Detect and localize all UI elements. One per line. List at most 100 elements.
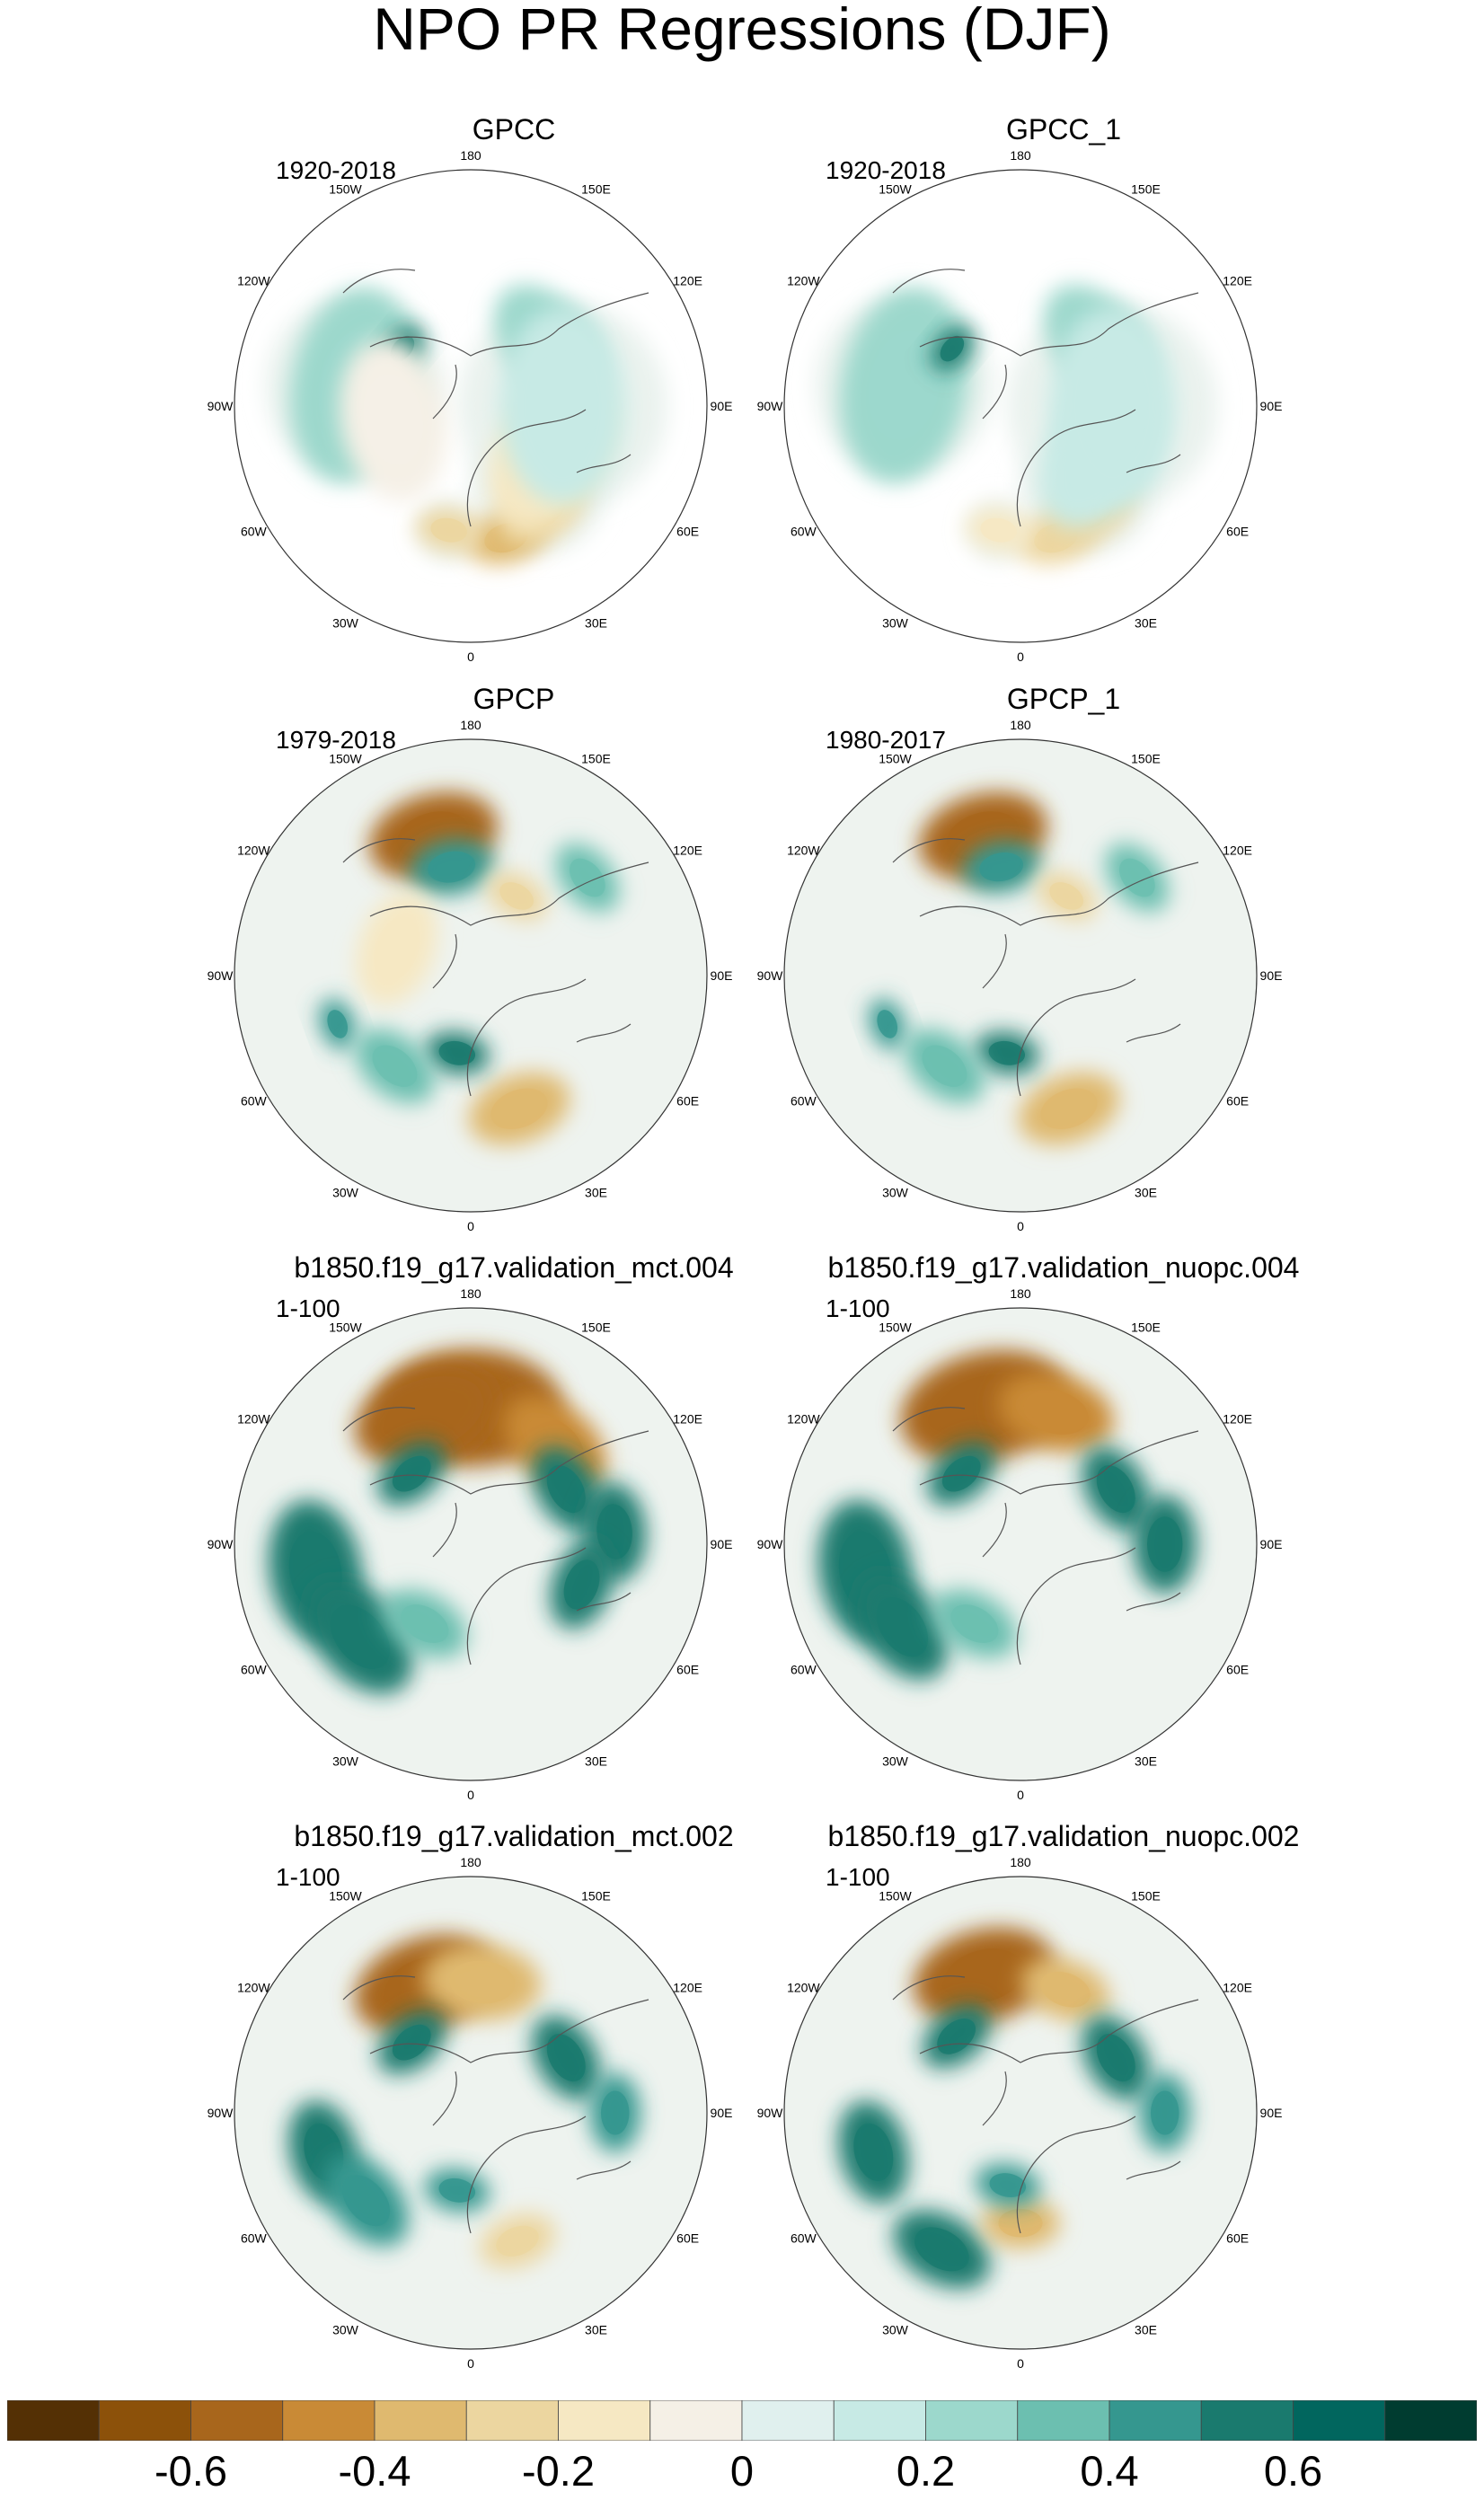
longitude-label: 90E xyxy=(711,399,733,413)
longitude-label: 150E xyxy=(581,1888,611,1903)
longitude-label: 90E xyxy=(1260,399,1283,413)
colorbar-swatch xyxy=(833,2400,926,2441)
anomaly-core xyxy=(392,2024,431,2061)
longitude-label: 90E xyxy=(711,1537,733,1551)
polar-map: 180 150E 120E 90E 60E 30E 0 30W 60W 90W 120W 150W xyxy=(757,1286,1283,1802)
longitude-label: 120E xyxy=(1223,1981,1252,1995)
longitude-label: 30E xyxy=(1135,2323,1157,2337)
anomaly-core xyxy=(438,2178,476,2203)
longitude-label: 120E xyxy=(673,1412,702,1427)
coastline xyxy=(892,838,1199,1097)
longitude-label: 120W xyxy=(237,274,270,288)
anomaly-core xyxy=(998,2208,1043,2238)
anomaly-core xyxy=(546,1465,586,1514)
longitude-label: 0 xyxy=(1017,1788,1024,1802)
anomaly-core xyxy=(499,882,534,910)
anomaly-core xyxy=(1049,882,1084,910)
colorbar-tick-label: 0.2 xyxy=(896,2447,956,2495)
panel-period: 1920-2018 xyxy=(826,156,946,184)
longitude-label: 180 xyxy=(1010,148,1031,163)
map-boundary xyxy=(783,169,1258,643)
longitude-label: 150W xyxy=(879,751,912,765)
colorbar-swatch xyxy=(558,2400,651,2441)
longitude-label: 60E xyxy=(676,525,699,539)
longitude-label: 90W xyxy=(208,1537,234,1551)
map-boundary xyxy=(234,1307,708,1781)
map-boundary xyxy=(783,1307,1258,1781)
map-panel: GPCP_1 180 150E 120E 90E 60E 30E 0 30W 60W 90W 120W… xyxy=(757,683,1342,1249)
longitude-label: 30W xyxy=(882,616,909,631)
anomaly-core xyxy=(496,2225,539,2257)
anomaly-core xyxy=(853,2123,894,2181)
anomaly-core xyxy=(448,1960,516,2004)
longitude-label: 150W xyxy=(329,751,362,765)
longitude-label: 120E xyxy=(1223,1412,1252,1427)
colorbar-tick-label: -0.6 xyxy=(155,2447,227,2495)
longitude-label: 150E xyxy=(581,181,611,196)
panel-title: GPCP_1 xyxy=(1006,683,1121,715)
longitude-label: 120E xyxy=(673,274,702,288)
anomaly-core xyxy=(922,1045,967,1087)
anomaly-core xyxy=(490,1088,548,1130)
anomaly-core xyxy=(944,1948,1024,2003)
longitude-label: 30W xyxy=(332,1186,359,1200)
panel-title: GPCC_1 xyxy=(1005,113,1122,146)
longitude-label: 30W xyxy=(882,2323,909,2337)
colorbar-swatch xyxy=(1109,2400,1202,2441)
colorbar-tick-labels: -0.6 -0.4 -0.2 0 0.2 0.4 0.6 xyxy=(0,2446,1484,2500)
longitude-label: 0 xyxy=(1017,2356,1024,2371)
polar-map: 180 150E 120E 90E 60E 30E 0 30W 60W 90W 120W 150W xyxy=(208,1855,733,2371)
colorbar-swatch xyxy=(1384,2400,1477,2441)
anomaly-core xyxy=(438,1040,476,1065)
coastline xyxy=(892,1407,1199,1665)
longitude-label: 90W xyxy=(757,399,784,413)
anomaly-core xyxy=(868,331,941,440)
longitude-label: 60E xyxy=(676,1663,699,1677)
panel-period: 1-100 xyxy=(276,1294,340,1322)
colorbar-swatch xyxy=(741,2400,835,2441)
longitude-label: 120E xyxy=(673,844,702,858)
polar-map: 180 150E 120E 90E 60E 30E 0 30W 60W 90W 120W 150W xyxy=(208,718,733,1233)
anomaly-core xyxy=(941,1455,981,1492)
polar-map: 180 150E 120E 90E 60E 30E 0 30W 60W 90W 120W 150W xyxy=(208,148,733,664)
longitude-label: 90W xyxy=(757,968,784,983)
longitude-label: 60E xyxy=(676,1094,699,1109)
colorbar-swatch xyxy=(374,2400,467,2441)
longitude-label: 60E xyxy=(1226,2231,1249,2246)
colorbar-tick-label: -0.2 xyxy=(522,2447,595,2495)
polar-map: 180 150E 120E 90E 60E 30E 0 30W 60W 90W 120W 150W xyxy=(757,1855,1283,2371)
anomaly-core xyxy=(988,1040,1026,1065)
longitude-label: 90E xyxy=(711,968,733,983)
longitude-label: 150E xyxy=(581,751,611,765)
anomaly-core xyxy=(1023,1390,1089,1435)
anomaly-core xyxy=(392,1455,431,1492)
anomaly-core xyxy=(1096,2034,1135,2082)
longitude-label: 180 xyxy=(1010,1286,1031,1301)
map-panel: b1850.f19_g17.validation_nuopc.002 180 150… xyxy=(757,1820,1342,2386)
colorbar-swatch xyxy=(649,2400,743,2441)
longitude-label: 180 xyxy=(1010,718,1031,732)
coastline xyxy=(342,838,649,1097)
map-panel: b1850.f19_g17.validation_nuopc.004 180 150… xyxy=(757,1251,1342,1817)
longitude-label: 90W xyxy=(208,2106,234,2120)
anomaly-core xyxy=(596,1504,632,1559)
colorbar-swatch xyxy=(1017,2400,1110,2441)
map-panel: GPCP 180 150E 120E 90E 60E 30E 0 30W 60W 90W 120W 15… xyxy=(208,683,792,1249)
colorbar-tick-label: 0.4 xyxy=(1080,2447,1139,2495)
anomaly-core xyxy=(342,2175,391,2227)
colorbar-swatch xyxy=(7,2400,100,2441)
longitude-label: 150E xyxy=(1131,1888,1161,1903)
longitude-label: 0 xyxy=(467,1219,474,1233)
longitude-label: 30W xyxy=(882,1754,909,1769)
longitude-label: 150W xyxy=(329,1320,362,1334)
longitude-label: 60W xyxy=(791,1663,817,1677)
map-panel: b1850.f19_g17.validation_mct.002 180 150E 1… xyxy=(208,1820,792,2386)
longitude-label: 120E xyxy=(1223,844,1252,858)
longitude-label: 90E xyxy=(1260,968,1283,983)
colorbar-swatch xyxy=(1293,2400,1386,2441)
anomaly-core xyxy=(1146,1516,1183,1572)
longitude-label: 150W xyxy=(879,181,912,196)
colorbar-swatch xyxy=(925,2400,1019,2441)
panel-title: b1850.f19_g17.validation_nuopc.002 xyxy=(827,1820,1300,1852)
longitude-label: 60W xyxy=(241,2231,268,2246)
